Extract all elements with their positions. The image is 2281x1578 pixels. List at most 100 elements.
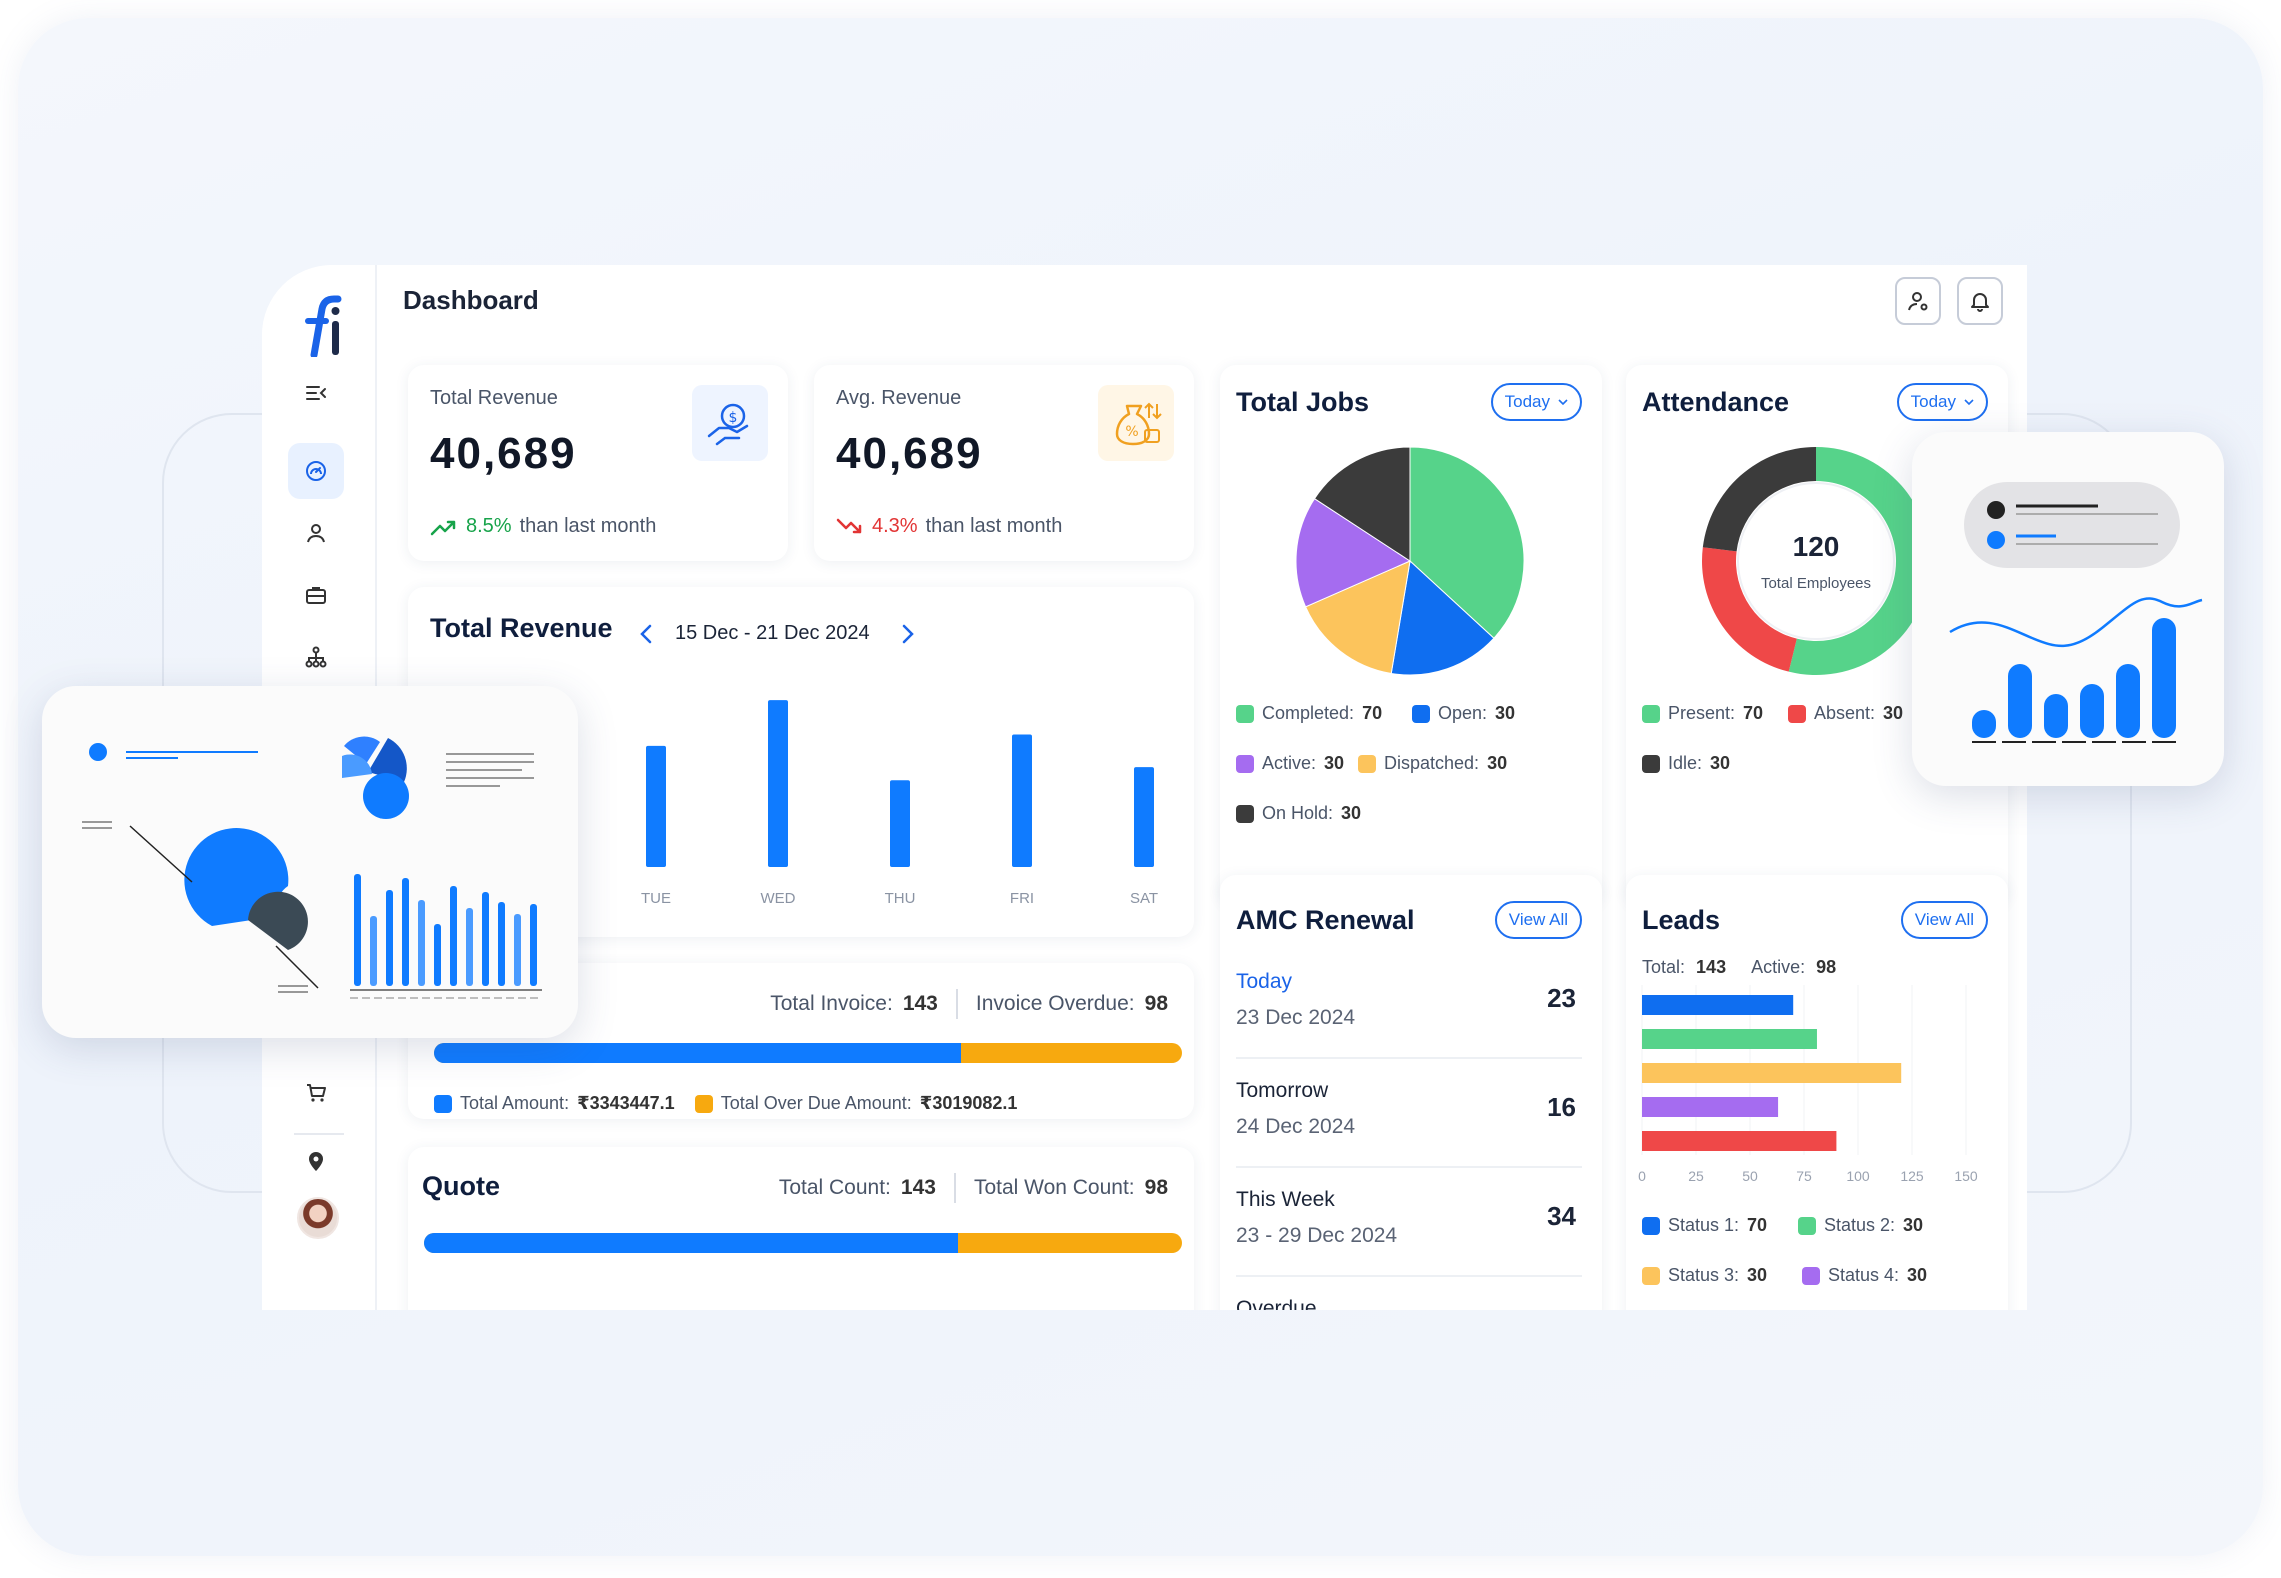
donut-slice-absent (1702, 547, 1797, 672)
donut-hole (1737, 482, 1895, 640)
avatar[interactable] (297, 1197, 339, 1239)
pie-slice-dispatched (1304, 560, 1411, 675)
leads-total-value: 143 (1696, 957, 1727, 977)
attendance-filter-dropdown[interactable]: Today (1896, 383, 1988, 421)
legend-label: Idle: (1668, 753, 1703, 773)
user-icon[interactable] (288, 505, 344, 561)
quote-progress-fill (424, 1233, 959, 1253)
attendance-legend-idle: Idle: 30 (1642, 753, 1730, 774)
leads-bar-5 (1642, 1131, 1837, 1151)
legend-swatch (1412, 704, 1430, 723)
location-pin-icon[interactable] (288, 1133, 344, 1189)
stat-label: Avg. Revenue (836, 387, 962, 409)
legend-value: 30 (1324, 753, 1345, 773)
jobs-legend-completed: Completed: 70 (1236, 703, 1382, 724)
invoice-progress-fill (434, 1043, 962, 1063)
amount-value: ₹3343447.1 (577, 1093, 675, 1113)
overdue-amount-label: Total Over Due Amount: (720, 1093, 912, 1113)
jobs-legend-on-hold: On Hold: 30 (1236, 803, 1361, 824)
legend-swatch (1802, 1266, 1820, 1285)
legend-swatch (1236, 704, 1254, 723)
legend-swatch (1642, 704, 1660, 723)
menu-collapse-icon[interactable] (288, 365, 344, 421)
attendance-center-value: 120 (1792, 531, 1840, 562)
jobs-legend-active: Active: 30 (1236, 753, 1344, 774)
leads-legend-status-4: Status 4: 30 (1802, 1265, 1927, 1286)
legend-swatch (1642, 1216, 1660, 1235)
invoice-total-value: 143 (902, 992, 938, 1015)
pie-slice-open (1390, 560, 1495, 676)
leads-bar-1 (1642, 995, 1794, 1015)
x-tick-label: 100 (1846, 1168, 1870, 1184)
org-chart-icon[interactable] (288, 629, 344, 685)
page-title: Dashboard (403, 285, 539, 315)
filter-label: Today (1910, 392, 1956, 411)
attendance-legend-absent: Absent: 30 (1788, 703, 1903, 724)
legend-swatch (694, 1094, 713, 1113)
attendance-legend-present: Present: 70 (1642, 703, 1763, 724)
separator (955, 989, 958, 1019)
money-bag-icon: % (1098, 385, 1174, 461)
x-tick-label: 0 (1638, 1168, 1646, 1184)
bar-fri (1012, 734, 1032, 867)
bar-wed (768, 700, 788, 867)
invoice-amount-legend: Total Amount: ₹3343447.1 Total Over Due … (434, 1093, 1017, 1114)
x-tick-label: 150 (1954, 1168, 1978, 1184)
dashboard-gauge-icon[interactable] (288, 443, 344, 499)
stat-card-avg-revenue: Avg. Revenue 40,689 4.3% than last month… (814, 365, 1194, 561)
invoice-progress-bar (434, 1043, 1182, 1063)
pie-slice-on-hold (1313, 446, 1411, 562)
legend-value: 70 (1743, 703, 1764, 723)
quote-won-label: Total Won Count: (973, 1176, 1135, 1199)
legend-swatch (1642, 754, 1660, 773)
amc-row-label: Tomorrow (1236, 1079, 1329, 1102)
legend-label: Dispatched: (1384, 753, 1480, 773)
trend-down-icon (836, 518, 862, 533)
x-tick-label: FRI (1010, 890, 1034, 907)
amc-row-label: Today (1236, 970, 1293, 993)
legend-value: 70 (1747, 1215, 1768, 1235)
logo-fi[interactable] (304, 295, 344, 357)
user-settings-icon (1908, 292, 1928, 311)
donut-slice-idle (1702, 447, 1816, 552)
divider (1236, 1057, 1582, 1059)
donut-slice-present (1788, 447, 1930, 675)
notifications-button[interactable] (1957, 277, 2003, 325)
jobs-legend-dispatched: Dispatched: 30 (1358, 753, 1507, 774)
amc-view-all-button[interactable]: View All (1494, 901, 1582, 939)
jobs-title: Total Jobs (1236, 387, 1370, 417)
amc-row-date: 23 - 29 Dec 2024 (1236, 1224, 1398, 1247)
user-settings-button[interactable] (1895, 277, 1941, 325)
legend-swatch (1642, 1266, 1660, 1285)
x-tick-label: WED (761, 890, 796, 907)
bar-sat (1134, 767, 1154, 867)
amc-title: AMC Renewal (1236, 905, 1415, 935)
x-tick-label: TUE (641, 890, 671, 907)
x-tick-label: 25 (1688, 1168, 1704, 1184)
leads-bar-4 (1642, 1097, 1779, 1117)
jobs-filter-dropdown[interactable]: Today (1490, 383, 1582, 421)
legend-label: On Hold: (1262, 803, 1334, 823)
leads-total-label: Total: (1642, 957, 1686, 977)
chevron-left-icon[interactable] (638, 623, 654, 645)
leads-view-all-button[interactable]: View All (1900, 901, 1988, 939)
amc-row-count: 23 (1547, 983, 1576, 1013)
cart-icon[interactable] (288, 1065, 344, 1121)
money-hand-icon: $ (692, 385, 768, 461)
legend-value: 30 (1710, 753, 1731, 773)
x-tick-label: THU (885, 890, 916, 907)
stat-value: 40,689 (836, 429, 983, 478)
briefcase-icon[interactable] (288, 567, 344, 623)
legend-label: Status 4: (1828, 1265, 1900, 1285)
legend-label: Completed: (1262, 703, 1355, 723)
legend-label: Status 2: (1824, 1215, 1896, 1235)
divider (1236, 1166, 1582, 1168)
leads-bar-2 (1642, 1029, 1817, 1049)
chevron-down-icon (1964, 399, 1974, 406)
leads-bar-3 (1642, 1063, 1902, 1083)
chevron-right-icon[interactable] (900, 623, 916, 645)
invoice-summary: Total Invoice: 143 Invoice Overdue: 98 (770, 989, 1168, 1019)
jobs-pie-chart (1295, 446, 1525, 676)
bar-thu (890, 780, 910, 867)
legend-label: Open: (1438, 703, 1488, 723)
